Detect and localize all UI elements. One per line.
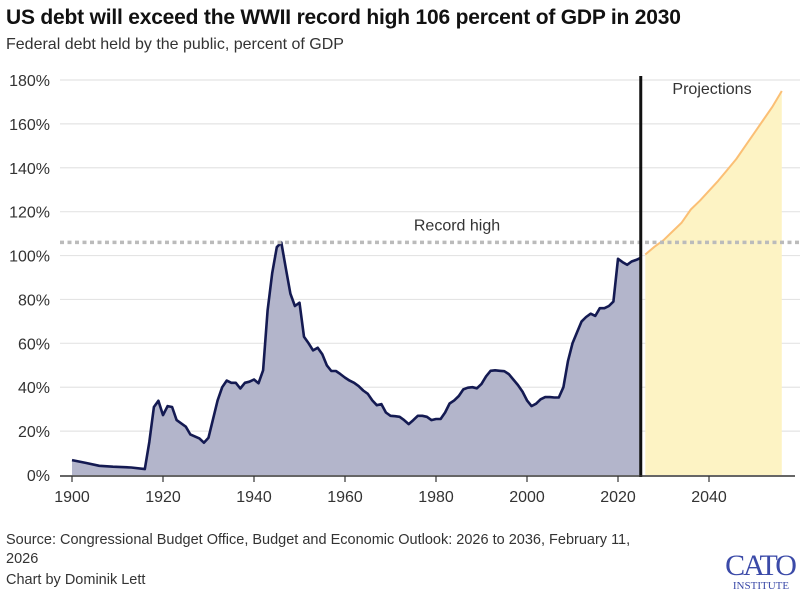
- projection-area: [645, 91, 782, 475]
- chart-title: US debt will exceed the WWII record high…: [6, 6, 681, 29]
- y-tick-label: 120%: [9, 205, 50, 222]
- historical-area: [72, 242, 641, 475]
- x-tick-label: 1980: [418, 489, 454, 506]
- y-tick-label: 20%: [18, 424, 50, 441]
- y-tick-label: 40%: [18, 380, 50, 397]
- chart-credit: Chart by Dominik Lett: [6, 572, 146, 588]
- svg-text:CATO: CATO: [725, 549, 796, 582]
- historical-line: [71, 241, 642, 471]
- x-tick-label: 1960: [327, 489, 363, 506]
- record-high-label: Record high: [414, 217, 500, 234]
- x-tick-label: 2040: [691, 489, 727, 506]
- source-line: Source: Congressional Budget Office, Bud…: [6, 532, 631, 548]
- projections-label: Projections: [672, 81, 751, 98]
- projection-line: [644, 90, 783, 256]
- y-tick-label: 0%: [27, 468, 50, 485]
- chart-subtitle: Federal debt held by the public, percent…: [6, 36, 344, 53]
- x-tick-label: 1920: [145, 489, 181, 506]
- y-tick-label: 180%: [9, 73, 50, 90]
- y-tick-label: 80%: [18, 292, 50, 309]
- cato-logo: CATO INSTITUTE: [725, 549, 798, 592]
- svg-text:INSTITUTE: INSTITUTE: [733, 580, 789, 592]
- x-tick-label: 1900: [54, 489, 90, 506]
- y-tick-label: 160%: [9, 117, 50, 134]
- source-line-continued: 2026: [6, 551, 39, 567]
- y-tick-label: 60%: [18, 336, 50, 353]
- x-tick-label: 2000: [509, 489, 545, 506]
- x-tick-label: 1940: [236, 489, 272, 506]
- y-tick-label: 140%: [9, 161, 50, 178]
- x-tick-label: 2020: [600, 489, 636, 506]
- y-tick-label: 100%: [9, 249, 50, 266]
